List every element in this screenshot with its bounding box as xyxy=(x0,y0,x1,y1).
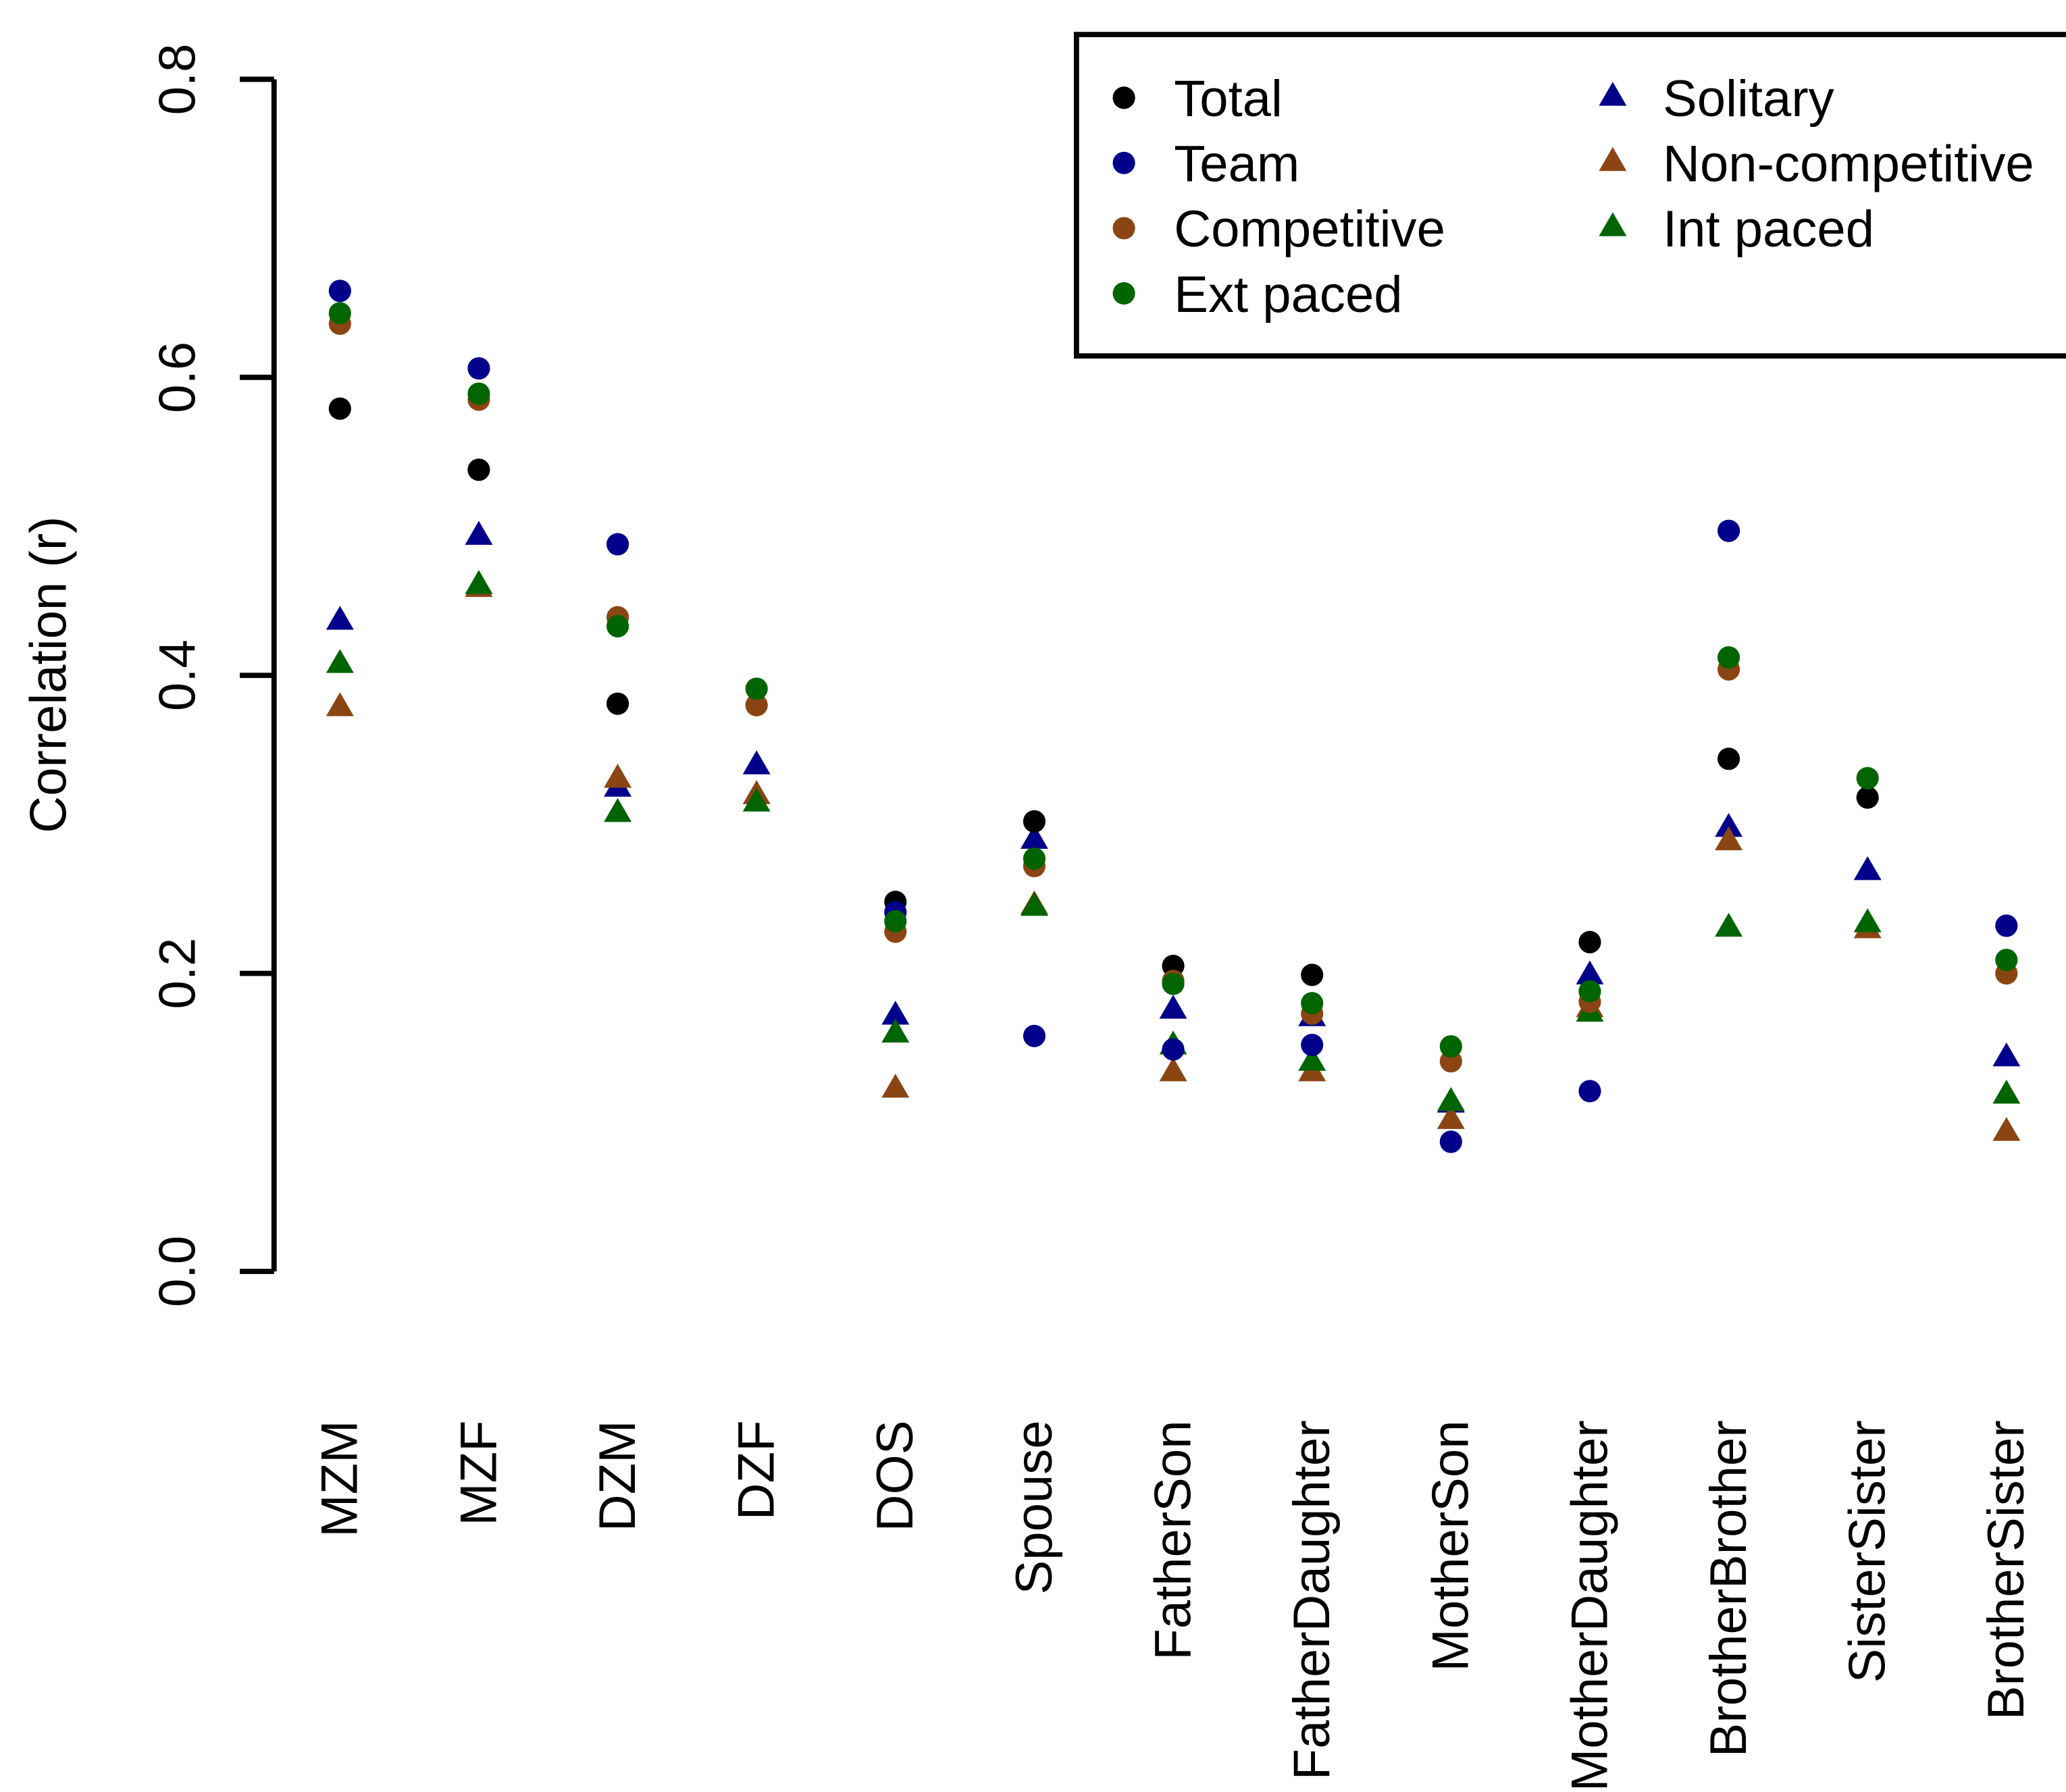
y-tick-label: 0.2 xyxy=(149,938,207,1009)
point-total-spouse xyxy=(1023,810,1046,833)
legend-marker-non-competitive xyxy=(1599,147,1627,172)
point-int-paced-dzf xyxy=(742,787,771,812)
y-tick-label: 0.6 xyxy=(149,342,207,413)
point-team-dzm xyxy=(606,533,629,556)
x-tick-label-brothersister: BrotherSister xyxy=(1978,1420,2035,1720)
point-solitary-mzm xyxy=(326,606,354,630)
x-tick-label-dzf: DZF xyxy=(728,1420,785,1520)
y-tick-label: 0.4 xyxy=(149,639,207,711)
point-team-fatherdaughter xyxy=(1301,1033,1324,1057)
point-ext-paced-fatherson xyxy=(1162,972,1185,995)
point-team-spouse xyxy=(1023,1024,1046,1047)
legend-label-competitive: Competitive xyxy=(1174,201,1445,258)
point-ext-paced-dzm xyxy=(606,614,629,637)
point-total-dzm xyxy=(606,692,629,715)
legend-label-solitary: Solitary xyxy=(1663,70,1834,128)
point-total-motherdaughter xyxy=(1578,930,1601,953)
point-int-paced-dos xyxy=(881,1018,910,1043)
legend-label-team: Team xyxy=(1174,136,1299,193)
point-team-mzm xyxy=(328,280,351,302)
point-solitary-mzf xyxy=(465,521,493,545)
x-axis-tick-labels: MZM MZF DZM DZF DOS Spouse FatherSon FatherDaug… xyxy=(311,1420,2035,1791)
point-ext-paced-dzf xyxy=(745,677,768,700)
point-ext-paced-mzf xyxy=(467,382,490,405)
point-total-sistersister xyxy=(1856,786,1879,809)
point-int-paced-spouse xyxy=(1020,891,1048,916)
point-non-competitive-fatherson xyxy=(1159,1057,1187,1082)
point-solitary-dos xyxy=(881,1001,910,1025)
point-int-paced-dzm xyxy=(604,797,632,822)
legend-marker-int-paced xyxy=(1599,212,1627,236)
x-tick-label-mzf: MZF xyxy=(450,1420,507,1525)
x-tick-label-spouse: Spouse xyxy=(1006,1420,1063,1594)
point-solitary-brothersister xyxy=(1992,1042,2021,1067)
y-tick-label: 0.8 xyxy=(149,44,207,115)
point-ext-paced-mzm xyxy=(328,302,351,325)
legend-label-int-paced: Int paced xyxy=(1663,201,1874,258)
point-solitary-fatherson xyxy=(1159,995,1187,1019)
point-competitive-dzf xyxy=(745,693,768,716)
legend-marker-solitary xyxy=(1599,82,1627,106)
point-team-motherson xyxy=(1439,1130,1462,1153)
x-tick-label-motherson: MotherSon xyxy=(1422,1420,1480,1671)
point-non-competitive-brotherbrother xyxy=(1715,826,1743,851)
point-non-competitive-dzm xyxy=(604,764,632,788)
point-ext-paced-dos xyxy=(884,910,907,932)
point-ext-paced-fatherdaughter xyxy=(1301,992,1324,1015)
legend-marker-team xyxy=(1112,151,1135,174)
x-tick-label-motherdaughter: MotherDaughter xyxy=(1561,1420,1618,1791)
x-tick-label-brotherbrother: BrotherBrother xyxy=(1700,1420,1757,1757)
point-solitary-sistersister xyxy=(1853,855,1882,880)
point-ext-paced-motherson xyxy=(1439,1035,1462,1058)
point-team-motherdaughter xyxy=(1578,1080,1601,1103)
point-team-brotherbrother xyxy=(1717,519,1740,542)
point-ext-paced-brotherbrother xyxy=(1717,646,1740,669)
point-non-competitive-motherson xyxy=(1437,1105,1465,1129)
point-ext-paced-brothersister xyxy=(1995,949,2018,972)
point-solitary-dzf xyxy=(742,750,771,774)
point-ext-paced-spouse xyxy=(1023,847,1046,870)
y-axis-ticks: 0.0 0.2 0.4 0.6 0.8 xyxy=(149,44,274,1307)
legend-marker-ext-paced xyxy=(1112,282,1135,305)
point-team-brothersister xyxy=(1995,914,2018,937)
point-solitary-brotherbrother xyxy=(1715,812,1743,837)
legend-label-ext-paced: Ext paced xyxy=(1174,266,1402,323)
point-non-competitive-brothersister xyxy=(1992,1117,2021,1141)
point-non-competitive-dos xyxy=(881,1074,910,1098)
point-team-fatherson xyxy=(1162,1038,1185,1061)
point-solitary-spouse xyxy=(1020,824,1048,849)
point-int-paced-brothersister xyxy=(1992,1080,2021,1104)
point-int-paced-sistersister xyxy=(1853,908,1882,932)
point-int-paced-mzm xyxy=(326,649,354,673)
point-non-competitive-mzm xyxy=(326,692,354,716)
point-total-mzf xyxy=(467,458,490,481)
legend-marker-total xyxy=(1112,86,1135,109)
x-tick-label-mzm: MZM xyxy=(311,1420,369,1537)
legend-box xyxy=(1073,32,2066,359)
point-int-paced-fatherdaughter xyxy=(1298,1047,1326,1071)
x-tick-label-fatherdaughter: FatherDaughter xyxy=(1283,1420,1341,1780)
legend-marker-competitive xyxy=(1112,217,1135,240)
x-tick-label-fatherson: FatherSon xyxy=(1144,1420,1202,1660)
data-points xyxy=(326,280,2021,1153)
point-team-mzf xyxy=(467,357,490,380)
point-int-paced-brotherbrother xyxy=(1715,912,1743,937)
point-total-brotherbrother xyxy=(1717,747,1740,770)
y-tick-label: 0.0 xyxy=(149,1236,207,1307)
legend-label-total: Total xyxy=(1174,70,1283,128)
x-tick-label-dos: DOS xyxy=(867,1420,924,1531)
point-int-paced-mzf xyxy=(465,570,493,594)
point-solitary-motherdaughter xyxy=(1576,960,1604,984)
x-tick-label-sistersister: SisterSister xyxy=(1839,1420,1896,1683)
x-tick-label-dzm: DZM xyxy=(589,1420,646,1531)
y-axis-label: Correlation (r) xyxy=(20,517,78,833)
point-ext-paced-motherdaughter xyxy=(1578,980,1601,1003)
legend: Total Team Competitive Ext paced Solitary Non… xyxy=(1073,32,2066,359)
point-total-mzm xyxy=(328,397,351,420)
point-int-paced-motherson xyxy=(1437,1087,1465,1111)
point-total-fatherdaughter xyxy=(1301,964,1324,986)
point-ext-paced-sistersister xyxy=(1856,766,1879,790)
legend-label-non-competitive: Non-competitive xyxy=(1663,136,2034,193)
